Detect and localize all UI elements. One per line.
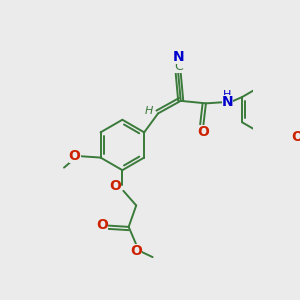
Text: N: N [221,94,233,109]
Text: O: O [110,179,121,193]
Text: O: O [291,130,300,144]
Text: O: O [69,148,80,163]
Text: H: H [144,106,153,116]
Text: O: O [96,218,108,232]
Text: O: O [197,125,209,139]
Text: C: C [174,60,183,73]
Text: O: O [130,244,142,258]
Text: N: N [172,50,184,64]
Text: H: H [223,90,232,100]
